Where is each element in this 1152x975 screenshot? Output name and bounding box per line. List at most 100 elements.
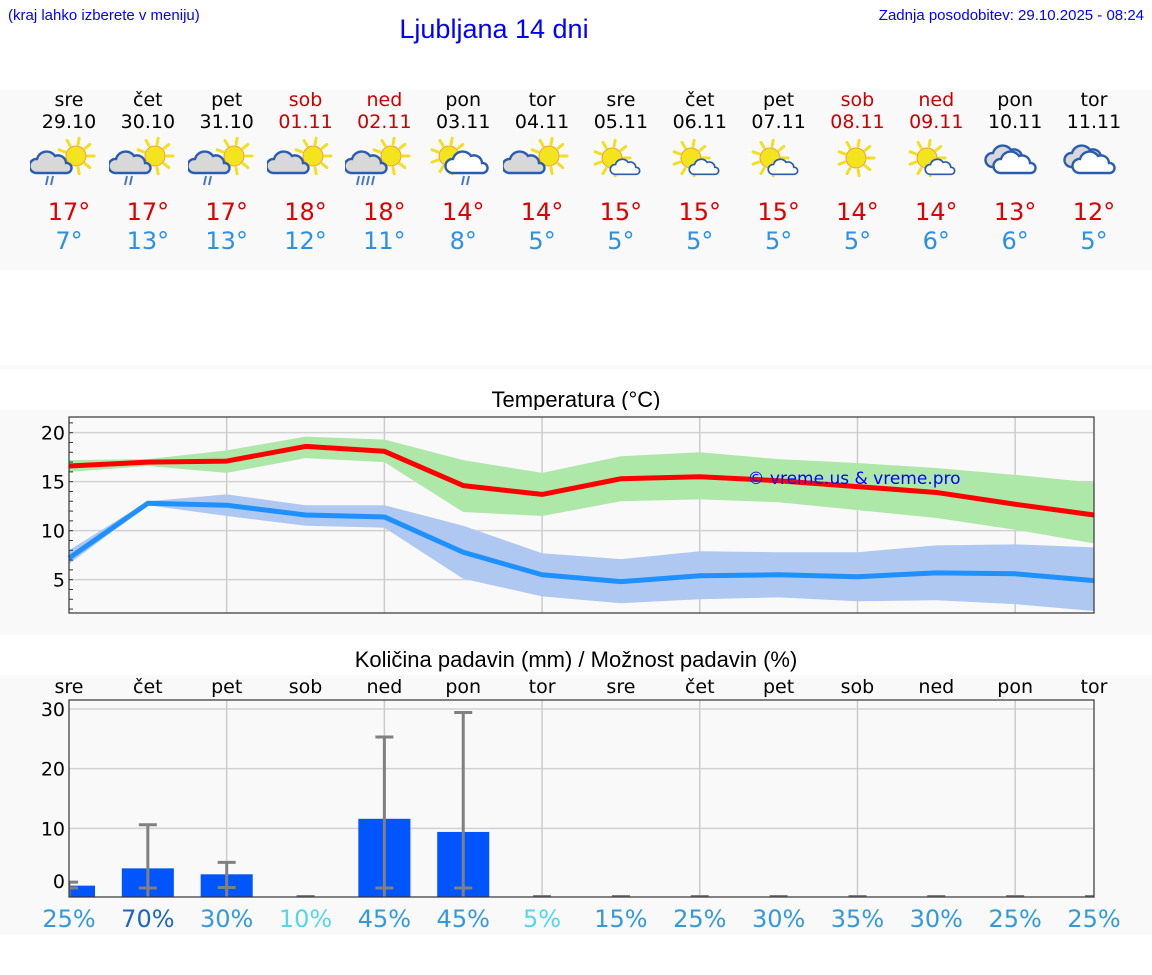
day-name: čet <box>133 89 163 111</box>
min-temperature: 6° <box>922 227 950 255</box>
min-temperature: 5° <box>607 227 635 255</box>
day-name: pet <box>763 89 795 111</box>
y-tick-label: 20 <box>41 423 65 445</box>
day-name: pon <box>445 89 482 111</box>
day-date: 05.11 <box>593 111 649 133</box>
max-temperature: 15° <box>599 198 643 226</box>
min-temperature-line <box>67 500 1095 585</box>
weather-icon-sun-white-cloud-rain <box>424 136 502 186</box>
max-temperature: 14° <box>520 198 564 226</box>
day-name: ned <box>366 89 403 111</box>
weather-icon-sun-cloud-rain <box>107 136 187 186</box>
max-temperature: 15° <box>757 198 800 226</box>
weather-icon-sun-small-cloud <box>582 136 660 186</box>
day-name: ned <box>918 89 955 111</box>
weather-icon-sun-cloud-rain <box>28 136 108 186</box>
precipitation-chart-title: Količina padavin (mm) / Možnost padavin … <box>354 647 798 672</box>
day-date: 08.11 <box>830 111 885 133</box>
divider <box>0 365 1152 369</box>
day-name: pon <box>997 89 1033 111</box>
max-temperature: 18° <box>284 198 327 226</box>
precipitation-probability: 30% <box>910 905 963 933</box>
min-temperature: 5° <box>843 227 872 255</box>
weather-icon-overcast <box>976 136 1054 186</box>
plot-area <box>69 700 1094 897</box>
min-temperature: 5° <box>764 227 793 255</box>
y-tick-label: 10 <box>41 818 65 840</box>
max-temperature: 14° <box>441 198 485 226</box>
day-label: sre <box>606 676 635 698</box>
day-date: 07.11 <box>751 111 806 133</box>
precipitation-probability: 30% <box>752 905 805 933</box>
day-label: ned <box>366 676 402 698</box>
forecast-strip <box>0 90 1152 270</box>
watermark: © vreme.us & vreme.pro <box>747 469 960 489</box>
day-date: 11.11 <box>1066 111 1122 133</box>
precipitation-probability: 5% <box>523 905 561 933</box>
max-temperature: 17° <box>47 198 91 226</box>
y-tick-label: 10 <box>41 521 65 543</box>
day-label: pet <box>763 676 794 698</box>
weather-icon-sun-cloud-heavy-rain <box>343 136 423 186</box>
day-name: sob <box>288 89 323 111</box>
weather-icon-sun-small-cloud <box>897 136 975 186</box>
min-temperature: 7° <box>55 227 83 255</box>
day-name: pet <box>211 89 243 111</box>
day-date: 03.11 <box>436 111 491 133</box>
max-temperature: 14° <box>836 198 879 226</box>
y-tick-label: 0 <box>53 871 65 893</box>
location-menu-hint: (kraj lahko izberete v meniju) <box>8 7 200 24</box>
day-date: 01.11 <box>278 111 333 133</box>
min-temperature: 5° <box>528 227 556 255</box>
max-temperature: 17° <box>205 198 248 226</box>
day-date: 06.11 <box>672 111 727 133</box>
day-label: tor <box>529 676 556 698</box>
weather-icon-sun-cloud-rain <box>185 136 266 186</box>
max-temperature: 14° <box>915 198 958 226</box>
weather-icon-sun-small-cloud <box>740 136 818 186</box>
day-name: tor <box>528 89 556 111</box>
day-label: čet <box>133 676 163 698</box>
min-temperature: 11° <box>363 227 406 255</box>
day-date: 30.10 <box>120 111 176 133</box>
min-temperature-range <box>69 494 1094 612</box>
weather-icon-sun-cloud <box>264 136 345 186</box>
y-tick-label: 20 <box>41 759 65 781</box>
day-name: sob <box>840 89 875 111</box>
day-label: sre <box>55 676 84 698</box>
day-date: 31.10 <box>199 111 254 133</box>
weather-icon-sun-small-cloud <box>661 136 739 186</box>
min-temperature: 5° <box>686 227 714 255</box>
min-temperature: 13° <box>205 227 248 255</box>
weather-icon-overcast <box>1055 136 1133 186</box>
day-label: sob <box>841 676 875 698</box>
day-label: tor <box>1081 676 1108 698</box>
min-temperature: 6° <box>1001 227 1029 255</box>
day-label: pet <box>211 676 242 698</box>
day-name: tor <box>1080 89 1108 111</box>
min-temperature: 8° <box>449 227 477 255</box>
max-temperature-line <box>68 443 1095 518</box>
precipitation-probability: 25% <box>673 905 726 933</box>
max-temperature: 15° <box>678 198 722 226</box>
weather-icon-sun-cloud <box>501 136 581 186</box>
precipitation-probability: 30% <box>200 905 253 933</box>
precipitation-probability: 70% <box>121 905 174 933</box>
day-label: sob <box>289 676 323 698</box>
day-date: 02.11 <box>357 111 412 133</box>
y-tick-label: 30 <box>41 699 65 721</box>
precipitation-probability: 25% <box>1067 905 1120 933</box>
y-tick-label: 15 <box>41 472 65 494</box>
min-temperature: 5° <box>1080 227 1108 255</box>
day-label: čet <box>685 676 715 698</box>
precipitation-bar <box>69 885 96 897</box>
temperature-chart-title: Temperatura (°C) <box>491 387 661 412</box>
precipitation-probability: 45% <box>437 905 490 933</box>
day-name: sre <box>54 89 84 111</box>
max-temperature: 13° <box>993 198 1037 226</box>
precipitation-probability: 35% <box>831 905 884 933</box>
y-tick-label: 5 <box>53 570 65 592</box>
precipitation-probability: 25% <box>988 905 1041 933</box>
